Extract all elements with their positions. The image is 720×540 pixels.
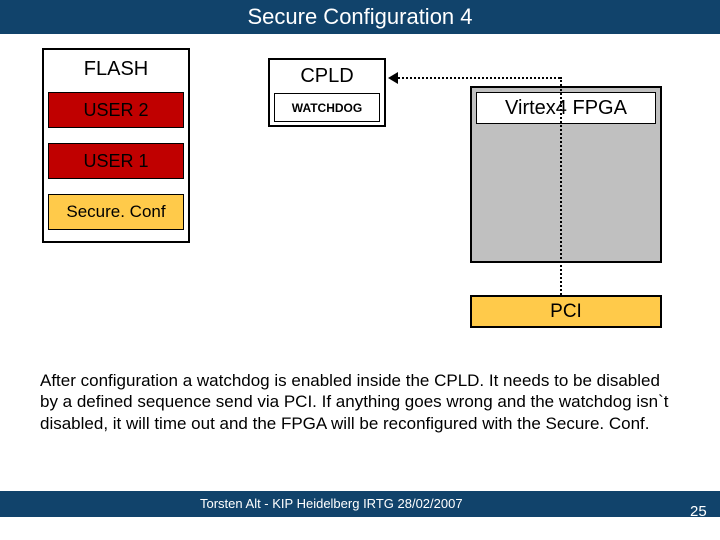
body-text-content: After configuration a watchdog is enable… <box>40 371 668 433</box>
body-paragraph: After configuration a watchdog is enable… <box>40 370 680 434</box>
fpga-header-label: Virtex4 FPGA <box>505 97 627 120</box>
flash-partition-label: Secure. Conf <box>66 202 165 222</box>
footer-text: Torsten Alt - KIP Heidelberg IRTG 28/02/… <box>200 496 463 511</box>
pci-box: PCI <box>470 295 662 328</box>
flash-partition-secureconf: Secure. Conf <box>48 194 184 230</box>
fpga-box: Virtex4 FPGA <box>470 86 662 263</box>
cpld-watchdog-label: WATCHDOG <box>292 101 362 115</box>
flash-partition-label: USER 2 <box>83 100 148 121</box>
flash-partition-user2: USER 2 <box>48 92 184 128</box>
slide-title: Secure Configuration 4 <box>247 4 472 30</box>
pci-label: PCI <box>550 301 582 323</box>
cpld-watchdog: WATCHDOG <box>274 93 380 122</box>
arrow-fpga-to-pci <box>560 86 562 295</box>
cpld-header: CPLD <box>270 60 384 92</box>
cpld-header-label: CPLD <box>300 65 353 88</box>
flash-partition-user1: USER 1 <box>48 143 184 179</box>
slide: Secure Configuration 4 FLASH USER 2 USER… <box>0 0 720 540</box>
arrow-head-left-icon <box>388 72 398 84</box>
flash-header: FLASH <box>44 50 188 88</box>
page-number: 25 <box>690 503 707 520</box>
arrow-corner <box>560 77 562 86</box>
arrow-watchdog-to-cpld <box>390 77 560 79</box>
flash-partition-label: USER 1 <box>83 151 148 172</box>
title-bar: Secure Configuration 4 <box>0 0 720 34</box>
fpga-header: Virtex4 FPGA <box>476 92 656 124</box>
flash-header-label: FLASH <box>84 58 148 81</box>
